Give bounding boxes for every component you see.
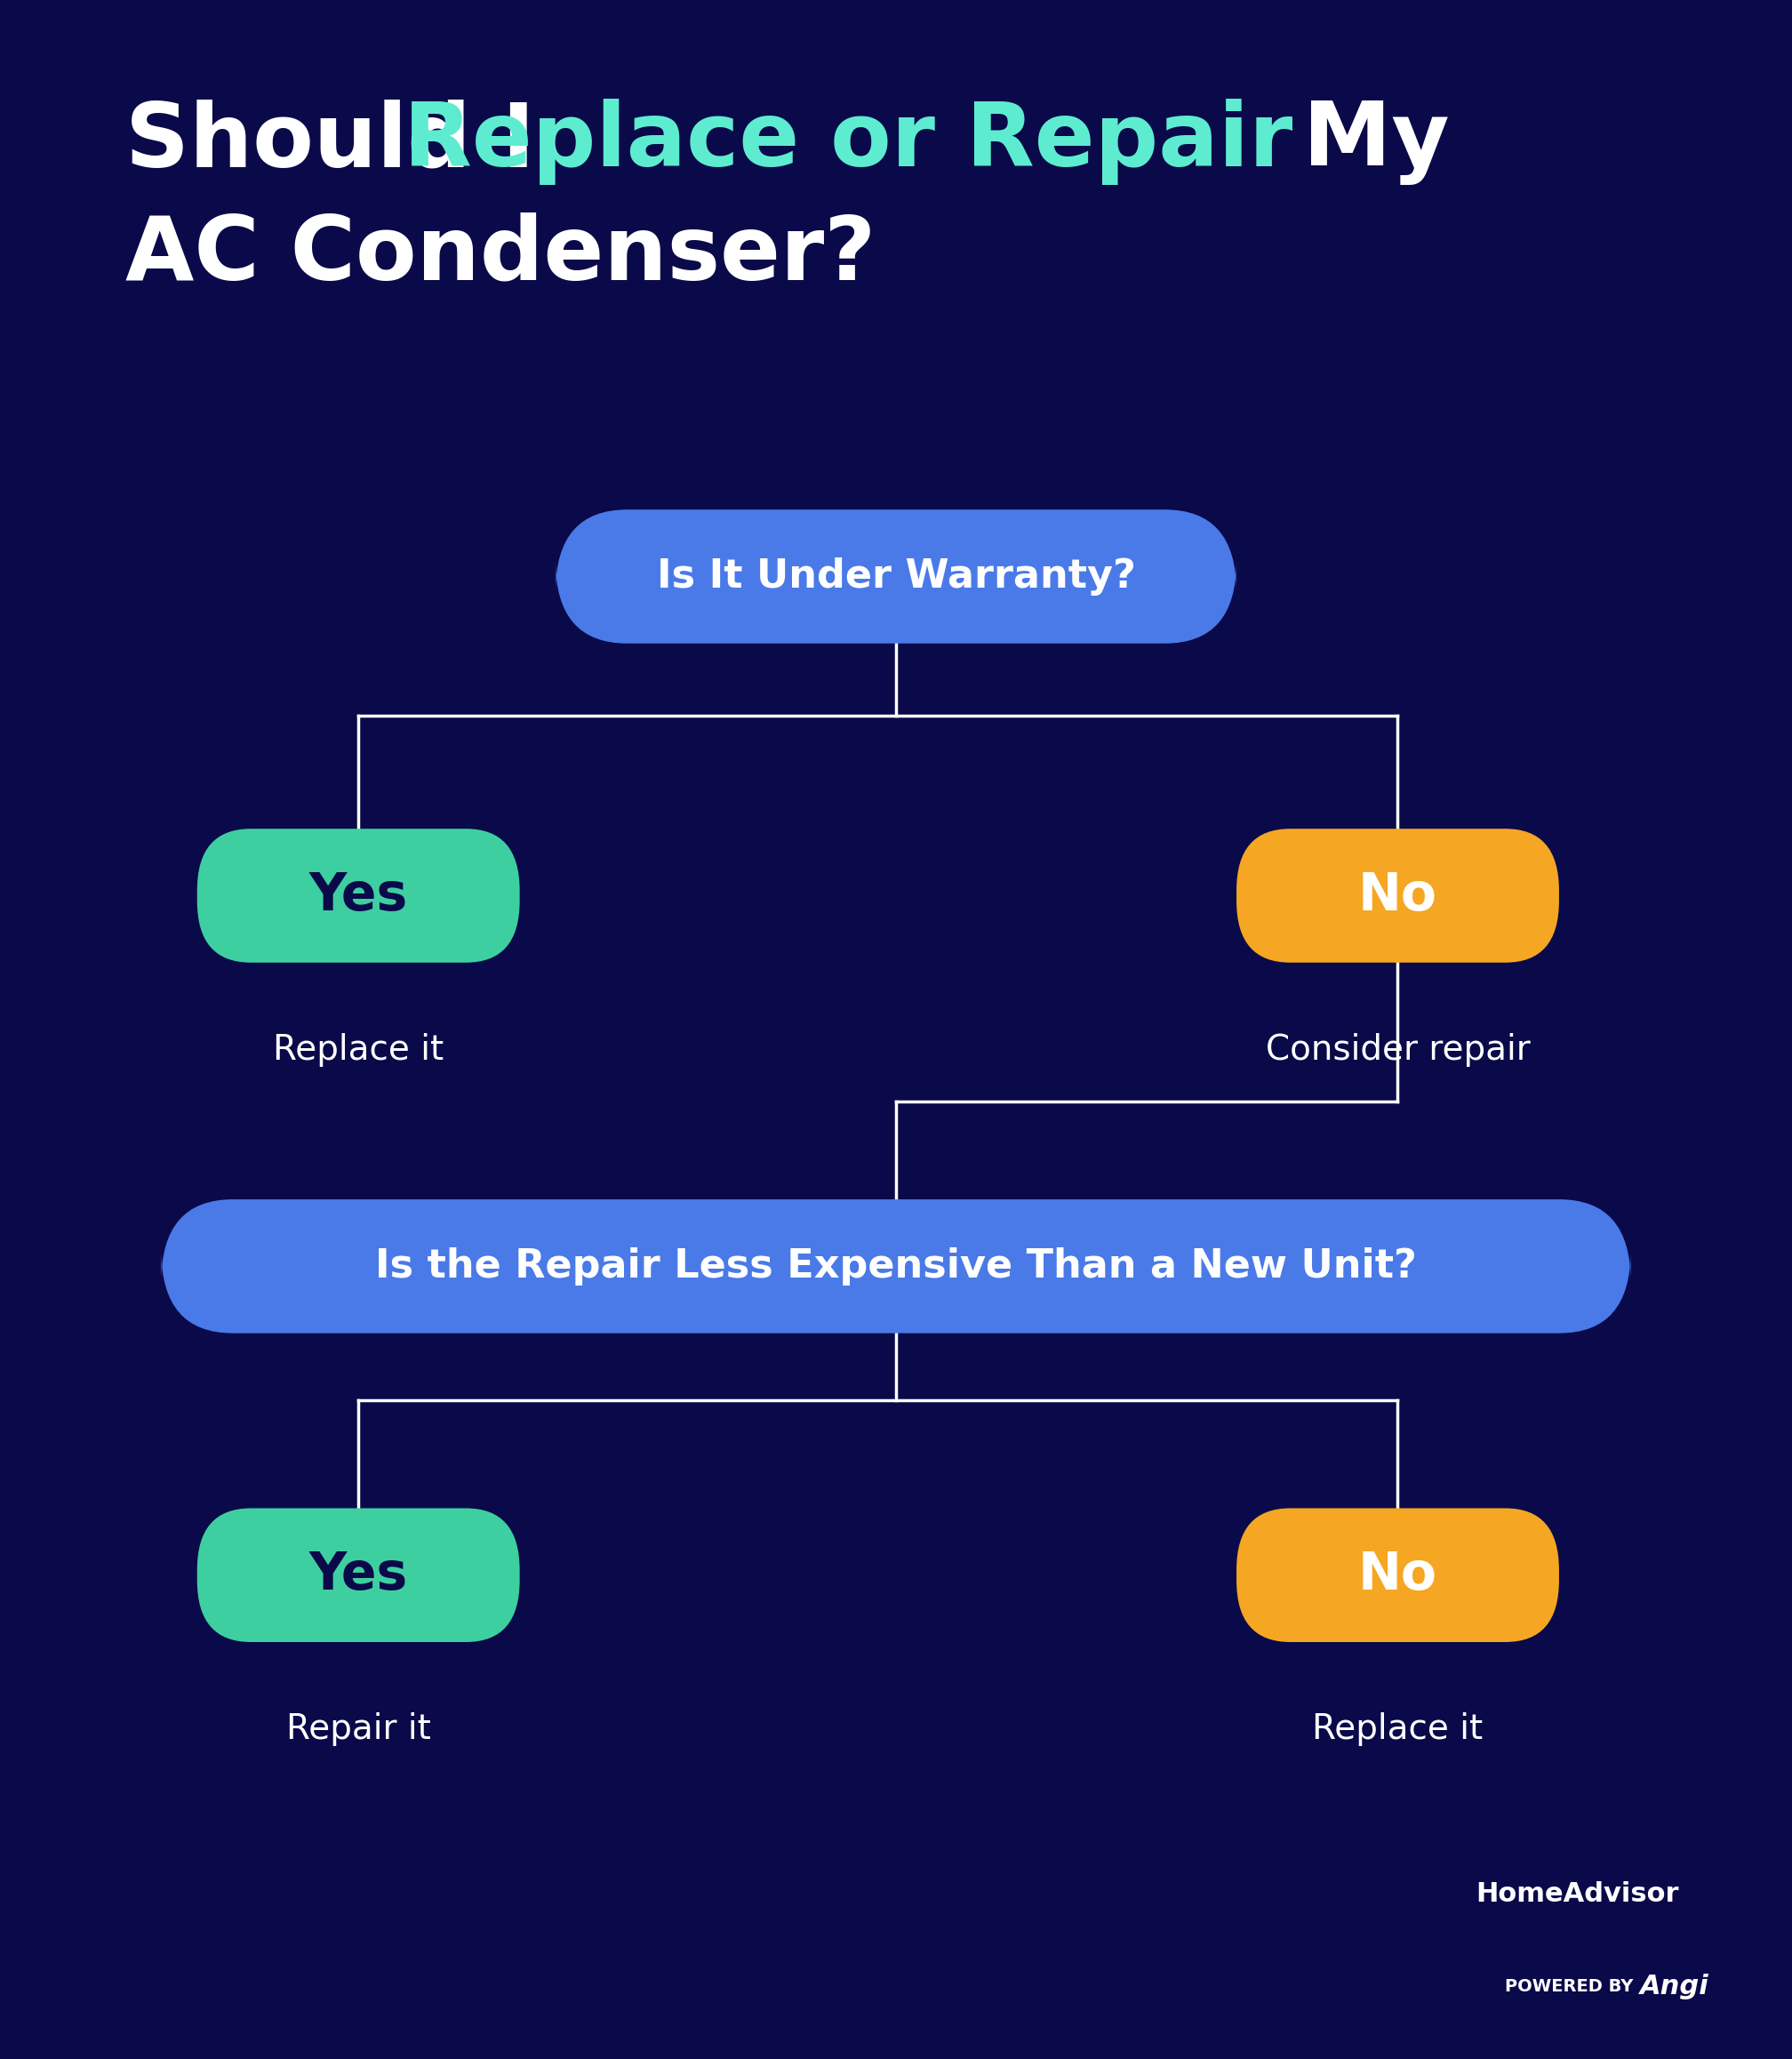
Text: Replace it: Replace it [272,1034,444,1067]
Text: No: No [1358,1550,1437,1600]
Text: AC Condenser?: AC Condenser? [125,212,876,299]
Text: Yes: Yes [308,871,409,920]
Text: Replace or Repair: Replace or Repair [403,99,1292,185]
FancyBboxPatch shape [1236,830,1559,964]
Text: Is It Under Warranty?: Is It Under Warranty? [656,558,1136,595]
Text: Angi: Angi [1640,1975,1710,1999]
Text: Yes: Yes [308,1550,409,1600]
Text: Is the Repair Less Expensive Than a New Unit?: Is the Repair Less Expensive Than a New … [375,1248,1417,1285]
FancyBboxPatch shape [556,511,1236,642]
FancyBboxPatch shape [197,1509,520,1643]
FancyBboxPatch shape [197,830,520,964]
FancyBboxPatch shape [161,1198,1631,1334]
Text: Should I: Should I [125,99,566,185]
Text: Replace it: Replace it [1312,1713,1484,1746]
Text: Repair it: Repair it [287,1713,430,1746]
Text: POWERED BY: POWERED BY [1505,1979,1634,1995]
Text: No: No [1358,871,1437,920]
Text: Consider repair: Consider repair [1265,1034,1530,1067]
Text: HomeAdvisor: HomeAdvisor [1475,1882,1679,1907]
Text: My: My [1272,99,1450,185]
FancyBboxPatch shape [1236,1509,1559,1643]
